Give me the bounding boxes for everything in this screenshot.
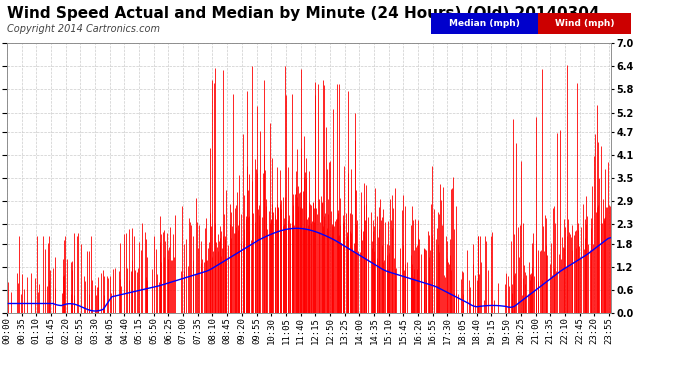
Text: Copyright 2014 Cartronics.com: Copyright 2014 Cartronics.com bbox=[7, 24, 160, 34]
Text: Wind Speed Actual and Median by Minute (24 Hours) (Old) 20140304: Wind Speed Actual and Median by Minute (… bbox=[8, 6, 600, 21]
Text: Wind (mph): Wind (mph) bbox=[555, 19, 615, 28]
Text: Median (mph): Median (mph) bbox=[449, 19, 520, 28]
